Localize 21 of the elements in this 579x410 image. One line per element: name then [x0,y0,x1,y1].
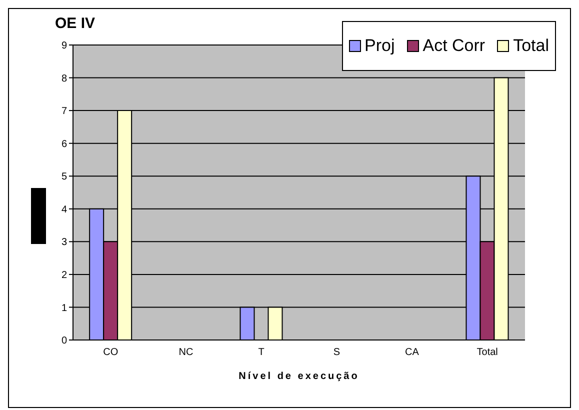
y-tick-label: 0 [61,336,68,347]
y-tick-label: 2 [61,270,68,281]
legend-label: Act Corr [422,36,486,56]
legend-label: Total [512,36,549,56]
y-tick-label: 1 [61,302,68,314]
x-tick-label: Total [476,347,498,358]
legend-label: Proj [364,36,395,56]
y-tick-label: 8 [61,73,68,84]
y-tick-label: 7 [61,106,68,118]
x-tick-label: CA [405,347,420,358]
y-tick-label: 5 [61,172,68,183]
y-tick-label: 6 [61,138,68,150]
chart-title: OE IV [55,15,96,32]
x-tick-label: NC [178,347,194,358]
y-tick-label: 4 [61,204,68,216]
x-tick-label: CO [103,347,118,358]
y-tick-label: 9 [61,40,68,52]
x-axis-title: Nível de execução [238,371,360,382]
x-tick-label: S [333,347,340,358]
y-tick-label: 3 [61,237,68,248]
x-tick-label: T [258,347,264,358]
